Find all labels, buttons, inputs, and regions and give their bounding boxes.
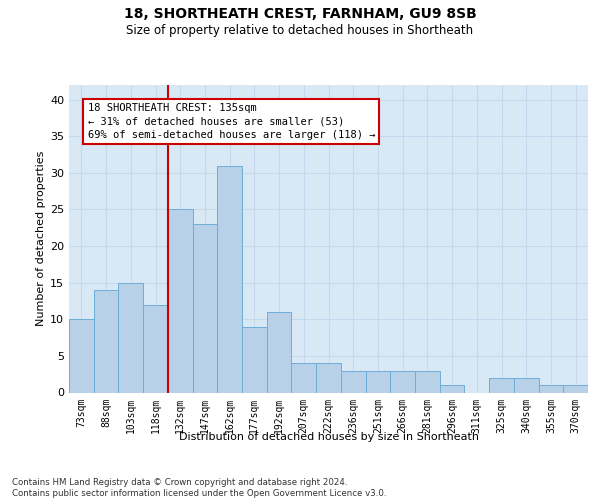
Bar — [94, 290, 118, 392]
Text: Size of property relative to detached houses in Shortheath: Size of property relative to detached ho… — [127, 24, 473, 37]
Bar — [118, 282, 143, 393]
Text: Contains HM Land Registry data © Crown copyright and database right 2024.
Contai: Contains HM Land Registry data © Crown c… — [12, 478, 386, 498]
Bar — [341, 370, 365, 392]
Text: 18, SHORTHEATH CREST, FARNHAM, GU9 8SB: 18, SHORTHEATH CREST, FARNHAM, GU9 8SB — [124, 8, 476, 22]
Bar — [217, 166, 242, 392]
Y-axis label: Number of detached properties: Number of detached properties — [36, 151, 46, 326]
Bar — [168, 210, 193, 392]
Bar — [415, 370, 440, 392]
Bar — [440, 385, 464, 392]
Text: 18 SHORTHEATH CREST: 135sqm
← 31% of detached houses are smaller (53)
69% of sem: 18 SHORTHEATH CREST: 135sqm ← 31% of det… — [88, 104, 375, 140]
Bar — [390, 370, 415, 392]
Bar — [316, 363, 341, 392]
Bar — [267, 312, 292, 392]
Bar — [514, 378, 539, 392]
Bar — [489, 378, 514, 392]
Bar — [365, 370, 390, 392]
Bar — [539, 385, 563, 392]
Bar — [242, 326, 267, 392]
Bar — [143, 304, 168, 392]
Bar — [292, 363, 316, 392]
Text: Distribution of detached houses by size in Shortheath: Distribution of detached houses by size … — [179, 432, 479, 442]
Bar — [69, 320, 94, 392]
Bar — [193, 224, 217, 392]
Bar — [563, 385, 588, 392]
